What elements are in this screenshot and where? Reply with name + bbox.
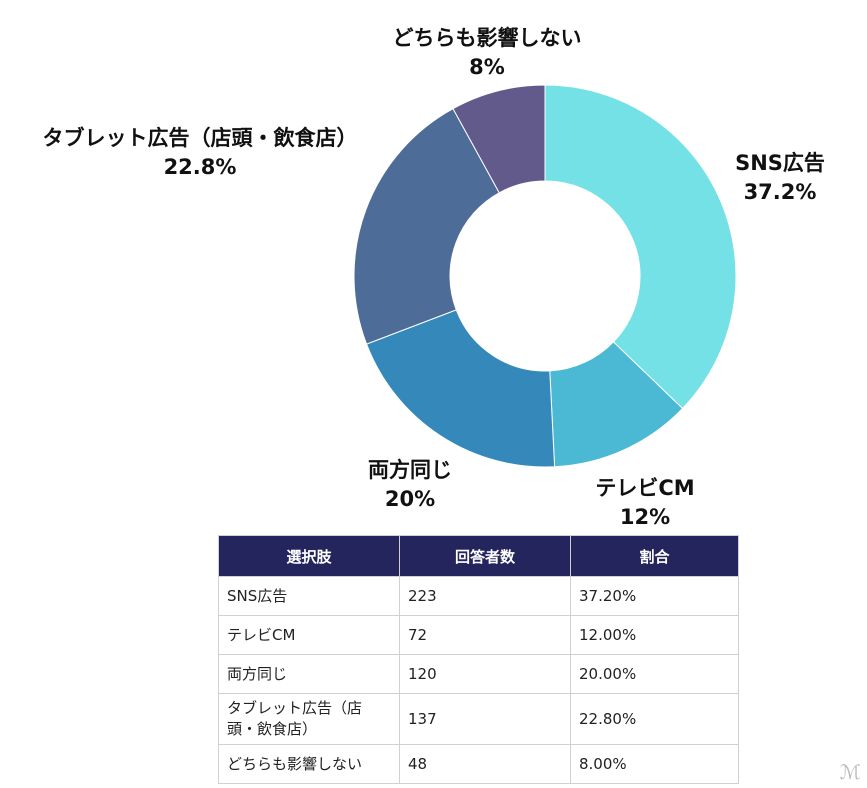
label-none: どちらも影響しない 8% — [392, 26, 582, 79]
table-cell: 12.00% — [570, 615, 739, 655]
table-cell: 8.00% — [570, 744, 739, 784]
results-table: 選択肢 回答者数 割合 SNS広告 223 37.20% テレビCM 72 12.00% 両… — [218, 535, 739, 784]
table-row: テレビCM 72 12.00% — [218, 615, 739, 655]
header-choice: 選択肢 — [218, 535, 400, 577]
table-cell: 137 — [399, 693, 571, 745]
donut-chart — [353, 84, 737, 468]
header-count: 回答者数 — [399, 535, 571, 577]
table-cell: どちらも影響しない — [218, 744, 400, 784]
table-cell: 120 — [399, 654, 571, 694]
label-both: 両方同じ 20% — [368, 458, 452, 511]
slice-4 — [452, 84, 546, 194]
label-sns: SNS広告 37.2% — [735, 151, 825, 204]
label-tv: テレビCM 12% — [595, 476, 695, 529]
table-cell: テレビCM — [218, 615, 400, 655]
slice-3 — [353, 107, 500, 345]
table-cell: 48 — [399, 744, 571, 784]
table-row: どちらも影響しない 48 8.00% — [218, 744, 739, 784]
header-ratio: 割合 — [570, 535, 739, 577]
table-row: 両方同じ 120 20.00% — [218, 654, 739, 694]
table-row: SNS広告 223 37.20% — [218, 576, 739, 616]
slice-2 — [365, 309, 556, 468]
table-cell: タブレット広告（店頭・飲食店） — [218, 693, 400, 745]
table-row: タブレット広告（店頭・飲食店） 137 22.80% — [218, 693, 739, 745]
table-cell: 72 — [399, 615, 571, 655]
table-cell: 20.00% — [570, 654, 739, 694]
table-cell: 37.20% — [570, 576, 739, 616]
table-cell: 22.80% — [570, 693, 739, 745]
logo-mark: ℳ — [839, 760, 861, 784]
label-tablet: タブレット広告（店頭・飲食店） 22.8% — [42, 126, 358, 179]
table-cell: 223 — [399, 576, 571, 616]
slice-0 — [544, 84, 737, 410]
table-cell: 両方同じ — [218, 654, 400, 694]
table-cell: SNS広告 — [218, 576, 400, 616]
